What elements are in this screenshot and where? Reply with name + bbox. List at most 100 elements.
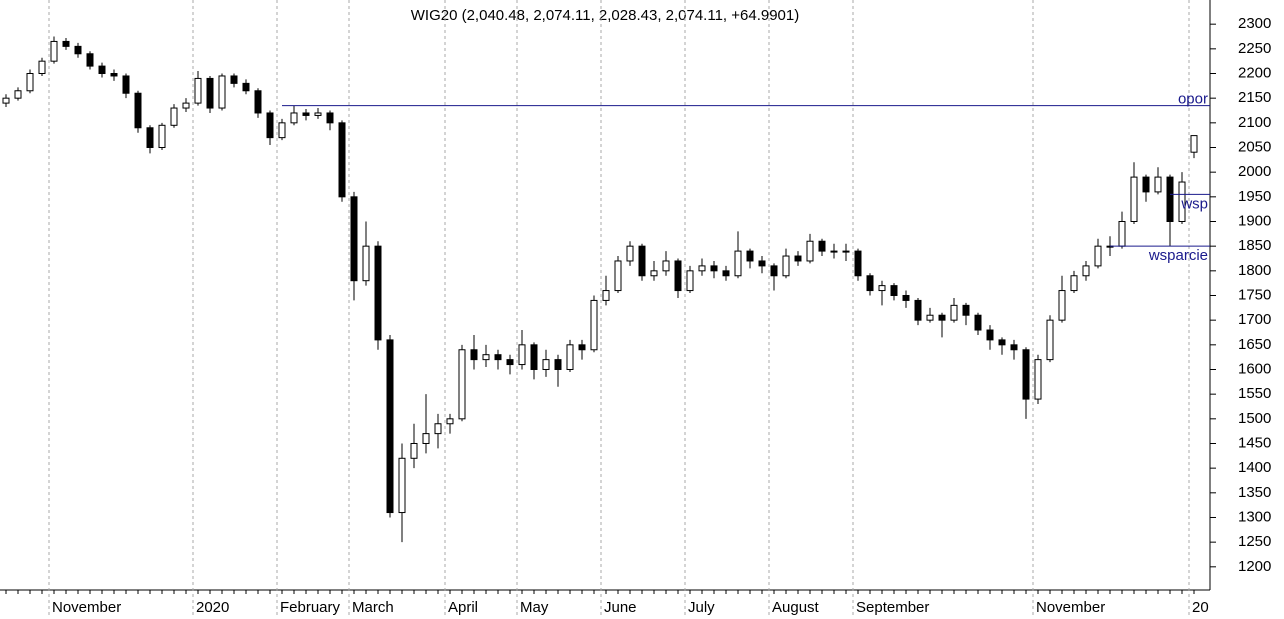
candle-body: [890, 285, 898, 296]
candle-body: [170, 107, 178, 126]
candle-body: [386, 339, 394, 514]
x-tick-label: June: [604, 599, 637, 616]
y-tick-label: 1450: [1238, 434, 1271, 451]
candle-body: [1130, 176, 1138, 222]
candle-body: [518, 344, 526, 366]
candle-body: [830, 250, 838, 253]
candle-body: [974, 314, 982, 331]
candle-body: [254, 90, 262, 114]
candle-body: [698, 265, 706, 272]
candle-body: [134, 92, 142, 129]
y-tick-label: 2250: [1238, 40, 1271, 57]
y-tick-label: 1900: [1238, 212, 1271, 229]
candle-body: [38, 60, 46, 75]
level-label: wsp: [1180, 195, 1208, 212]
candle-body: [410, 442, 418, 459]
candle-body: [86, 53, 94, 67]
candle-body: [746, 250, 754, 262]
candle-body: [422, 433, 430, 444]
y-tick-label: 1500: [1238, 410, 1271, 427]
candle-body: [2, 97, 10, 104]
y-tick-label: 1400: [1238, 459, 1271, 476]
x-tick-label: November: [52, 599, 121, 616]
candle-body: [314, 112, 322, 116]
candle-body: [914, 299, 922, 321]
candle-body: [50, 40, 58, 62]
candle-body: [722, 270, 730, 277]
y-tick-label: 1650: [1238, 336, 1271, 353]
candle-body: [1094, 245, 1102, 267]
candle-body: [902, 294, 910, 301]
candle-body: [74, 45, 82, 55]
candle-body: [650, 270, 658, 277]
x-tick-label: September: [856, 599, 929, 616]
x-tick-label: 20: [1192, 599, 1209, 616]
x-tick-label: February: [280, 599, 341, 616]
candle-body: [782, 255, 790, 277]
candle-body: [146, 127, 154, 148]
candle-body: [1082, 265, 1090, 277]
candle-body: [434, 423, 442, 435]
candle-body: [926, 314, 934, 321]
candle-body: [206, 77, 214, 109]
x-tick-label: 2020: [196, 599, 229, 616]
y-tick-label: 1950: [1238, 188, 1271, 205]
y-tick-label: 1550: [1238, 385, 1271, 402]
candle-body: [1190, 135, 1198, 153]
candle-body: [482, 354, 490, 361]
candle-body: [266, 112, 274, 139]
candle-body: [542, 359, 550, 370]
candle-body: [1022, 349, 1030, 400]
candle-body: [938, 314, 946, 321]
x-tick-label: July: [688, 599, 715, 616]
y-tick-label: 1800: [1238, 262, 1271, 279]
y-tick-label: 1750: [1238, 286, 1271, 303]
candle-body: [638, 245, 646, 277]
candle-body: [686, 270, 694, 292]
candle-body: [218, 75, 226, 109]
candle-body: [734, 250, 742, 277]
candle-body: [674, 260, 682, 292]
level-label: wsparcie: [1148, 247, 1208, 264]
candle-body: [1058, 290, 1066, 321]
candle-body: [1010, 344, 1018, 351]
candle-body: [1118, 220, 1126, 247]
candle-body: [986, 329, 994, 341]
candle-body: [458, 349, 466, 420]
x-tick-label: August: [772, 599, 820, 616]
candle-body: [626, 245, 634, 262]
candle-body: [110, 73, 118, 77]
y-tick-label: 2100: [1238, 114, 1271, 131]
candle-body: [242, 82, 250, 92]
candle-body: [578, 344, 586, 351]
y-tick-label: 1850: [1238, 237, 1271, 254]
y-tick-label: 2300: [1238, 15, 1271, 32]
candle-body: [662, 260, 670, 272]
x-tick-label: May: [520, 599, 549, 616]
candle-body: [350, 196, 358, 282]
candle-body: [302, 112, 310, 116]
y-tick-label: 2050: [1238, 138, 1271, 155]
candle-body: [530, 344, 538, 370]
y-tick-label: 2200: [1238, 64, 1271, 81]
y-tick-label: 2000: [1238, 163, 1271, 180]
candle-body: [878, 285, 886, 292]
candle-body: [854, 250, 862, 277]
level-label: opor: [1178, 91, 1208, 108]
candle-body: [818, 240, 826, 252]
y-tick-label: 1250: [1238, 533, 1271, 550]
candle-body: [554, 359, 562, 370]
candle-body: [506, 359, 514, 366]
candle-body: [122, 75, 130, 94]
candle-body: [494, 354, 502, 361]
candle-body: [566, 344, 574, 370]
candle-body: [446, 418, 454, 425]
x-tick-label: April: [448, 599, 478, 616]
candle-body: [1046, 319, 1054, 361]
candle-body: [998, 339, 1006, 346]
candle-body: [806, 240, 814, 262]
candle-body: [182, 102, 190, 109]
y-tick-label: 1200: [1238, 558, 1271, 575]
chart-title: WIG20 (2,040.48, 2,074.11, 2,028.43, 2,0…: [411, 7, 799, 24]
